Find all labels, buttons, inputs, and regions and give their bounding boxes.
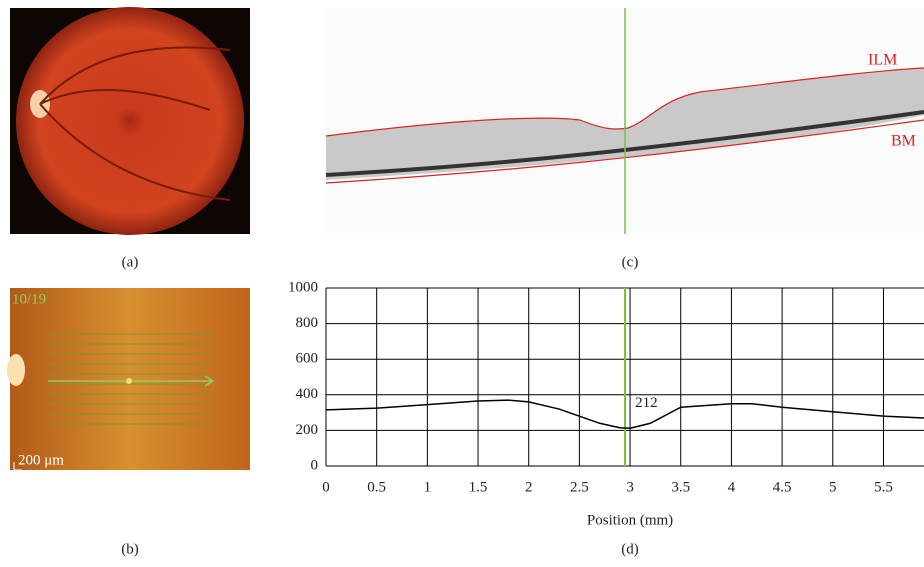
thickness-chart: 0 200 400 600 800 1000 0 0.5 1 1.5 2 2.5 3 3.5 4 4.5 5 5.… (288, 279, 924, 528)
y-tick-label: 400 (296, 386, 319, 402)
y-tick-label: 0 (311, 457, 319, 473)
y-tick-label: 600 (296, 351, 319, 367)
x-tick-label: 2 (525, 479, 533, 495)
panel-label: (c) (622, 254, 639, 270)
x-tick-label: 5.5 (874, 479, 893, 495)
scale-bar-label: 200 μm (18, 452, 64, 468)
figure: (a) 10/19 200 μm (b) ILM BM (c) (d) 0200… (0, 0, 924, 567)
panel-label: (b) (121, 541, 139, 557)
x-tick-label: 3 (626, 479, 634, 495)
x-tick-label: 1 (424, 479, 432, 495)
x-tick-label: 2.5 (570, 479, 589, 495)
y-tick-label: 200 (296, 422, 319, 438)
x-tick-label: 5 (829, 479, 837, 495)
x-tick-label: 4 (728, 479, 736, 495)
ilm-label: ILM (868, 52, 897, 69)
x-tick-label: 0.5 (367, 479, 386, 495)
y-tick-label: 1000 (288, 279, 318, 295)
panel-label: (d) (621, 541, 639, 557)
fundus-photo (10, 7, 250, 235)
scan-index: 10/19 (12, 291, 46, 307)
bm-label: BM (891, 133, 916, 150)
annotation: 212 (635, 395, 658, 411)
scan-image (7, 288, 250, 470)
x-tick-label: 1.5 (469, 479, 488, 495)
x-tick-label: 3.5 (671, 479, 690, 495)
panel-label: (a) (122, 254, 139, 270)
x-axis-title: Position (mm) (587, 512, 673, 528)
x-tick-label: 4.5 (773, 479, 792, 495)
oct-image (326, 8, 924, 234)
x-tick-label: 0 (322, 479, 330, 495)
y-tick-label: 800 (296, 315, 319, 331)
